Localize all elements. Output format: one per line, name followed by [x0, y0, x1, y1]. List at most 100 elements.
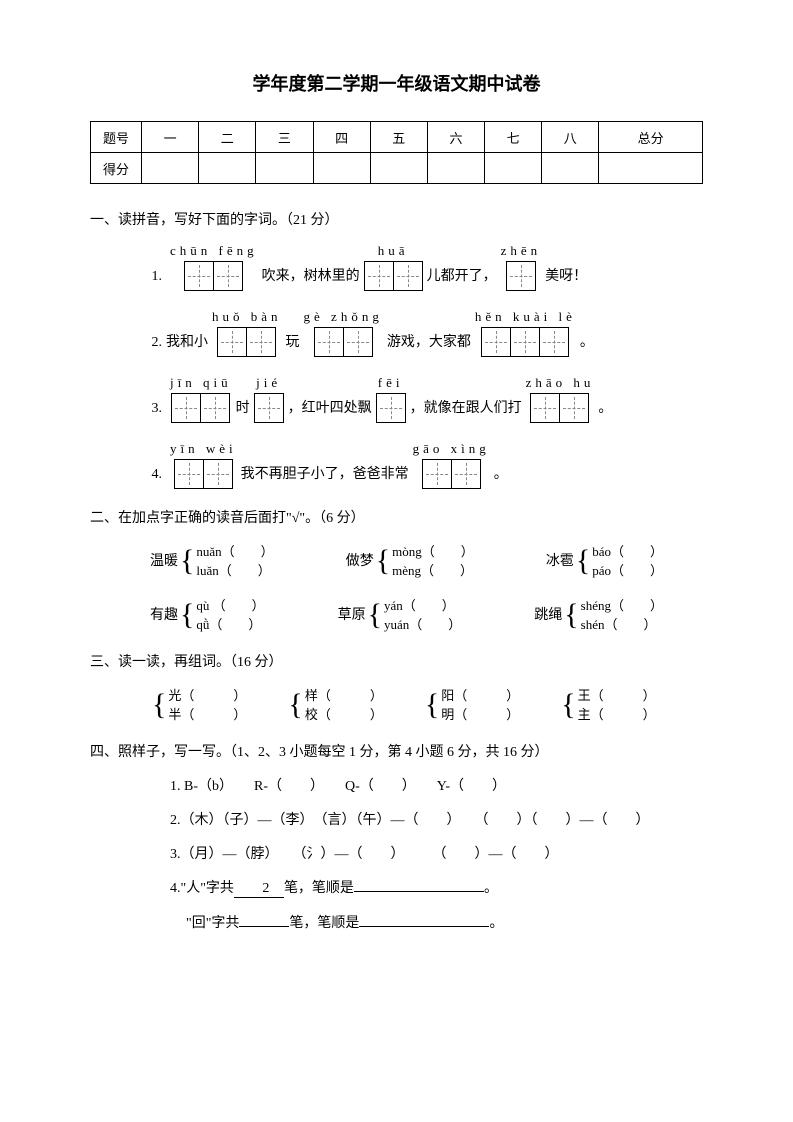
- page-title: 学年度第二学期一年级语文期中试卷: [90, 70, 703, 96]
- option-a[interactable]: 样（ ）: [305, 685, 383, 704]
- cell-blank[interactable]: [199, 153, 256, 184]
- pinyin: chūn fēng: [170, 243, 258, 259]
- blank[interactable]: [239, 926, 289, 927]
- text: 4."人"字共: [170, 881, 234, 896]
- option-a[interactable]: qù （ ）: [196, 595, 264, 614]
- option-a[interactable]: nuǎn（ ）: [196, 541, 273, 560]
- option-a[interactable]: 阳（ ）: [441, 685, 519, 704]
- brace-icon: {: [564, 601, 578, 628]
- cell: 六: [427, 122, 484, 153]
- text: 玩: [286, 331, 300, 357]
- char-boxes[interactable]: [217, 327, 276, 357]
- option-b[interactable]: 明（ ）: [441, 704, 519, 723]
- option-b[interactable]: páo（ ）: [592, 560, 663, 579]
- q4-l4b: "回"字共 笔，笔顺是 。: [186, 912, 703, 932]
- char-boxes[interactable]: [422, 459, 481, 489]
- option-b[interactable]: qǜ（ ）: [196, 614, 264, 633]
- pinyin: huā: [378, 243, 409, 259]
- q4-l4a: 4."人"字共 2 笔，笔顺是。: [170, 877, 703, 898]
- text: 。: [489, 916, 503, 931]
- pinyin: fēi: [378, 375, 404, 391]
- char-boxes[interactable]: [530, 393, 589, 423]
- section-1-title: 一、读拼音，写好下面的字词。（21 分）: [90, 209, 703, 229]
- char-boxes[interactable]: [506, 261, 536, 291]
- text: "回"字共: [186, 916, 239, 931]
- char-boxes[interactable]: [174, 459, 233, 489]
- brace-icon: {: [180, 547, 194, 574]
- text: 。: [598, 397, 612, 423]
- option-a[interactable]: 王（ ）: [578, 685, 656, 704]
- option-b[interactable]: yuán（ ）: [384, 614, 461, 633]
- word: 做梦: [346, 550, 374, 570]
- text: ，就像在跟人们打: [410, 397, 522, 423]
- section-3-title: 三、读一读，再组词。（16 分）: [90, 651, 703, 671]
- word: 跳绳: [534, 604, 562, 624]
- q2-row2: 有趣{qù （ ）qǜ（ ） 草原{yán（ ）yuán（ ） 跳绳{shéng…: [150, 595, 663, 633]
- char-boxes[interactable]: [314, 327, 373, 357]
- section-4-title: 四、照样子，写一写。（1、2、3 小题每空 1 分，第 4 小题 6 分，共 1…: [90, 741, 703, 761]
- pinyin: jié: [256, 375, 281, 391]
- text: ，红叶四处飘: [288, 397, 372, 423]
- option-a[interactable]: 光（ ）: [168, 685, 246, 704]
- cell-blank[interactable]: [427, 153, 484, 184]
- option-a[interactable]: báo（ ）: [592, 541, 663, 560]
- pinyin: yīn wèi: [170, 441, 237, 457]
- brace-icon: {: [561, 691, 575, 718]
- pinyin: jīn qiū: [170, 375, 232, 391]
- char-boxes[interactable]: [254, 393, 284, 423]
- word: 冰雹: [546, 550, 574, 570]
- option-b[interactable]: shén（ ）: [581, 614, 663, 633]
- option-a[interactable]: mòng（ ）: [392, 541, 474, 560]
- text: 美呀！: [545, 265, 587, 291]
- cell-blank[interactable]: [256, 153, 313, 184]
- option-b[interactable]: mèng（ ）: [392, 560, 474, 579]
- cell: 一: [142, 122, 199, 153]
- option-a[interactable]: shéng（ ）: [581, 595, 663, 614]
- text: 。: [484, 881, 498, 896]
- option-b[interactable]: 主（ ）: [578, 704, 656, 723]
- pinyin: gāo xìng: [413, 441, 490, 457]
- option-b[interactable]: 校（ ）: [305, 704, 383, 723]
- cell-blank[interactable]: [370, 153, 427, 184]
- pinyin: hěn kuài lè: [475, 309, 576, 325]
- char-boxes[interactable]: [376, 393, 406, 423]
- char-boxes[interactable]: [364, 261, 423, 291]
- q4-l3: 3.（月）—（脖） （氵）—（ ） （ ）—（ ）: [170, 843, 703, 863]
- pinyin: huǒ bàn: [212, 309, 282, 325]
- brace-icon: {: [376, 547, 390, 574]
- option-b[interactable]: luǎn（ ）: [196, 560, 273, 579]
- text: 我不再胆子小了，爸爸非常: [241, 463, 409, 489]
- q3-row: {光（ ）半（ ） {样（ ）校（ ） {阳（ ）明（ ） {王（ ）主（ ）: [150, 685, 703, 723]
- char-boxes[interactable]: [481, 327, 569, 357]
- text: 。: [494, 463, 508, 489]
- cell-blank[interactable]: [142, 153, 199, 184]
- text: 我和小: [166, 331, 208, 357]
- blank[interactable]: 2: [234, 877, 284, 898]
- option-a[interactable]: yán（ ）: [384, 595, 461, 614]
- word: 有趣: [150, 604, 178, 624]
- char-boxes[interactable]: [171, 393, 230, 423]
- blank[interactable]: [359, 926, 489, 927]
- cell-blank[interactable]: [599, 153, 703, 184]
- cell: 二: [199, 122, 256, 153]
- table-row: 得分: [91, 153, 703, 184]
- option-b[interactable]: 半（ ）: [168, 704, 246, 723]
- cell: 三: [256, 122, 313, 153]
- text: 。: [580, 331, 594, 357]
- item-number: 4.: [130, 467, 166, 489]
- section-3: 三、读一读，再组词。（16 分） {光（ ）半（ ） {样（ ）校（ ） {阳（…: [90, 651, 703, 723]
- cell: 四: [313, 122, 370, 153]
- char-boxes[interactable]: [184, 261, 243, 291]
- section-1: 一、读拼音，写好下面的字词。（21 分） 1. chūn fēng 吹来，树林里…: [90, 209, 703, 489]
- cell-blank[interactable]: [313, 153, 370, 184]
- cell-blank[interactable]: [485, 153, 542, 184]
- text: 时: [236, 397, 250, 423]
- brace-icon: {: [180, 601, 194, 628]
- blank[interactable]: [354, 891, 484, 892]
- q1-line4: 4. yīn wèi 我不再胆子小了，爸爸非常 gāo xìng 。: [130, 441, 703, 489]
- text: 笔，笔顺是: [289, 916, 359, 931]
- item-number: 2.: [130, 335, 166, 357]
- cell-blank[interactable]: [542, 153, 599, 184]
- table-row: 题号 一 二 三 四 五 六 七 八 总分: [91, 122, 703, 153]
- brace-icon: {: [576, 547, 590, 574]
